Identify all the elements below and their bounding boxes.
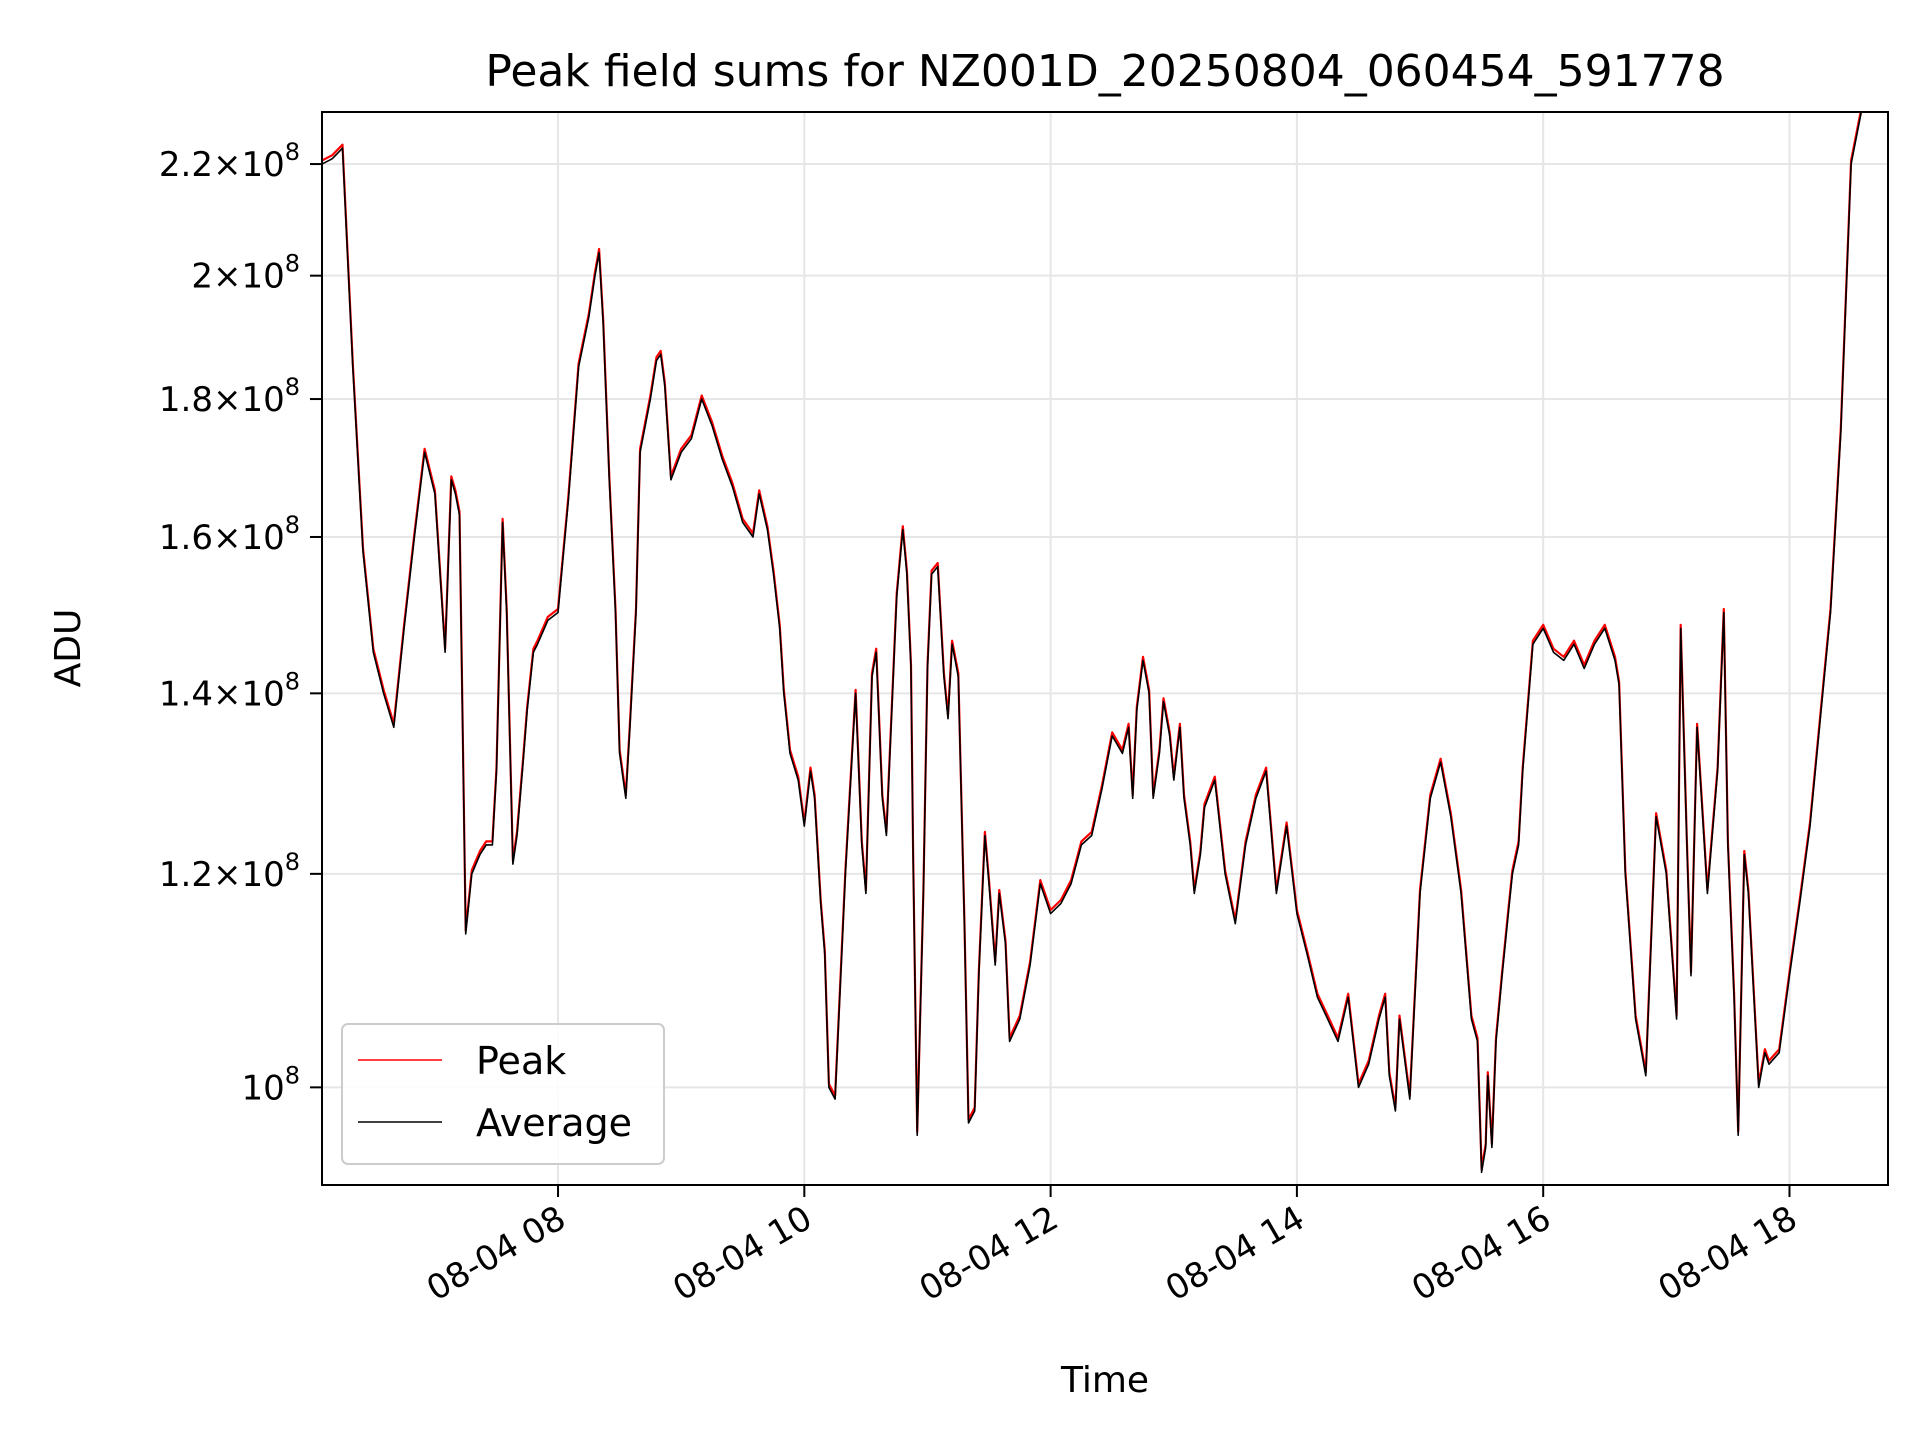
y-axis-label: ADU bbox=[48, 609, 89, 688]
y-tick-label: 2×108 bbox=[191, 250, 300, 297]
legend-label-average: Average bbox=[476, 1101, 632, 1145]
legend-box bbox=[341, 1023, 665, 1165]
series-line-average bbox=[322, 112, 1863, 1174]
y-tick-label: 108 bbox=[241, 1061, 300, 1108]
y-axis-ticks: 108 1.2×108 1.4×108 1.6×108 1.8×108 2×108 2.2×… bbox=[159, 138, 322, 1108]
legend-label-peak: Peak bbox=[476, 1039, 566, 1083]
x-axis-label: Time bbox=[1060, 1360, 1149, 1401]
y-tick-label: 1.6×108 bbox=[159, 511, 300, 558]
y-tick-label: 2.2×108 bbox=[159, 138, 300, 185]
legend: Peak Average bbox=[341, 1023, 665, 1165]
grid bbox=[322, 112, 1888, 1185]
chart-title: Peak field sums for NZ001D_20250804_0604… bbox=[485, 46, 1724, 97]
y-tick-label: 1.4×108 bbox=[159, 667, 300, 714]
y-tick-label: 1.8×108 bbox=[159, 373, 300, 420]
series-lines bbox=[322, 112, 1863, 1174]
y-tick-label: 1.2×108 bbox=[159, 848, 300, 895]
plot-frame bbox=[321, 111, 1889, 1186]
